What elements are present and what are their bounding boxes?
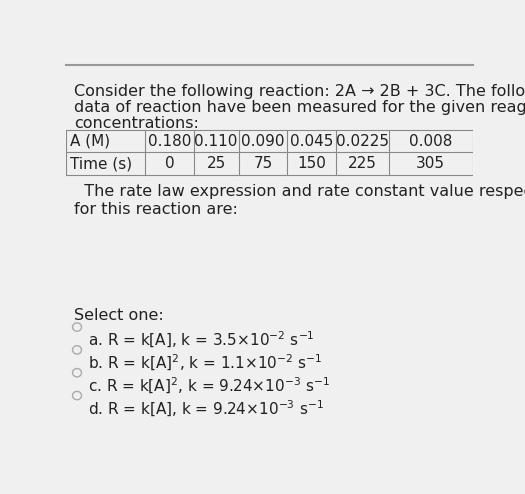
Text: 0.090: 0.090: [241, 133, 285, 149]
Text: 0.0225: 0.0225: [336, 133, 389, 149]
Text: The rate law expression and rate constant value respectively ◄: The rate law expression and rate constan…: [74, 184, 525, 199]
Text: 0: 0: [164, 157, 174, 171]
Text: 150: 150: [297, 157, 326, 171]
Text: 0.008: 0.008: [409, 133, 453, 149]
Text: data of reaction have been measured for the given reagent: data of reaction have been measured for …: [74, 100, 525, 115]
Text: Time (s): Time (s): [70, 157, 132, 171]
Text: 225: 225: [348, 157, 377, 171]
Text: c. R = k[A]$^{2}$, k = 9.24$\times$10$^{-3}$ s$^{-1}$: c. R = k[A]$^{2}$, k = 9.24$\times$10$^{…: [88, 376, 330, 396]
Text: 75: 75: [254, 157, 272, 171]
Text: Consider the following reaction: 2A → 2B + 3C. The following: Consider the following reaction: 2A → 2B…: [74, 84, 525, 99]
Text: 0.045: 0.045: [290, 133, 333, 149]
Text: concentrations:: concentrations:: [74, 116, 198, 131]
Text: 0.110: 0.110: [194, 133, 238, 149]
Text: d. R = k[A], k = 9.24$\times$10$^{-3}$ s$^{-1}$: d. R = k[A], k = 9.24$\times$10$^{-3}$ s…: [88, 399, 324, 419]
Text: b. R = k[A]$^{2}$, k = 1.1$\times$10$^{-2}$ s$^{-1}$: b. R = k[A]$^{2}$, k = 1.1$\times$10$^{-…: [88, 353, 322, 373]
Text: a. R = k[A], k = 3.5$\times$10$^{-2}$ s$^{-1}$: a. R = k[A], k = 3.5$\times$10$^{-2}$ s$…: [88, 330, 314, 350]
Text: A (M): A (M): [70, 133, 110, 149]
Text: 305: 305: [416, 157, 445, 171]
Text: 0.180: 0.180: [148, 133, 191, 149]
Text: Select one:: Select one:: [74, 308, 163, 324]
Text: for this reaction are:: for this reaction are:: [74, 202, 238, 217]
Text: 25: 25: [206, 157, 226, 171]
